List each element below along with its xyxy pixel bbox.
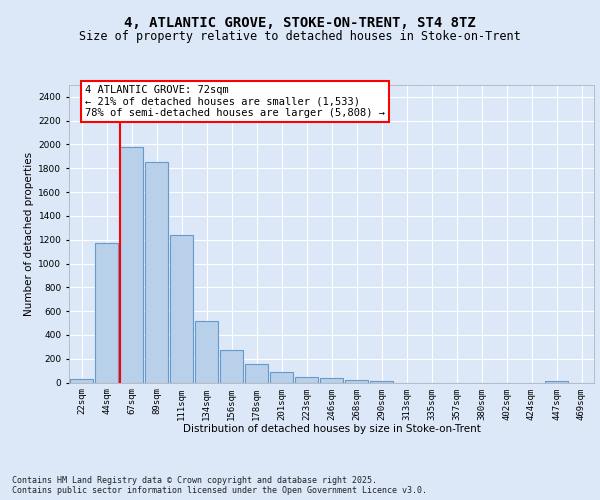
Bar (320, 378, 343, 382)
Bar (120, 148, 143, 382)
Bar (245, 364, 268, 382)
Text: 4, ATLANTIC GROVE, STOKE-ON-TRENT, ST4 8TZ: 4, ATLANTIC GROVE, STOKE-ON-TRENT, ST4 8… (124, 16, 476, 30)
Bar (70, 379, 93, 382)
X-axis label: Distribution of detached houses by size in Stoke-on-Trent: Distribution of detached houses by size … (182, 424, 481, 434)
Bar (370, 380, 393, 382)
Y-axis label: Number of detached properties: Number of detached properties (24, 152, 34, 316)
Bar (345, 380, 368, 382)
Bar (170, 235, 193, 382)
Text: Size of property relative to detached houses in Stoke-on-Trent: Size of property relative to detached ho… (79, 30, 521, 43)
Bar (295, 376, 318, 382)
Bar (195, 320, 218, 382)
Bar (270, 372, 293, 382)
Text: Contains HM Land Registry data © Crown copyright and database right 2025.
Contai: Contains HM Land Registry data © Crown c… (12, 476, 427, 495)
Bar (220, 350, 243, 382)
Bar (145, 162, 168, 382)
Text: 4 ATLANTIC GROVE: 72sqm
← 21% of detached houses are smaller (1,533)
78% of semi: 4 ATLANTIC GROVE: 72sqm ← 21% of detache… (85, 85, 385, 118)
Bar (545, 380, 568, 382)
Bar (95, 242, 118, 382)
